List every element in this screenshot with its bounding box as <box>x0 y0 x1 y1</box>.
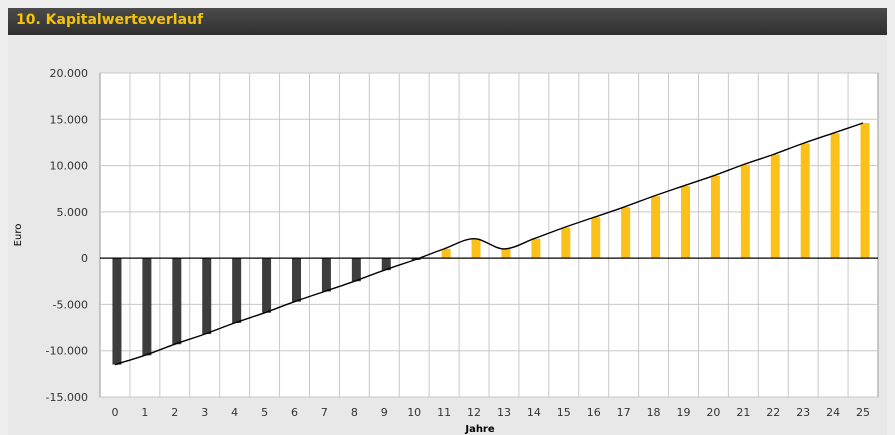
bar-year-9 <box>381 258 391 271</box>
x-tick-label: 19 <box>677 406 691 419</box>
bar-year-19 <box>681 185 690 259</box>
bar-year-12 <box>471 238 481 259</box>
y-tick-label: 10.000 <box>50 160 89 173</box>
bar-year-15 <box>561 227 571 259</box>
y-tick-label: 0 <box>81 252 88 265</box>
x-tick-label: 25 <box>856 406 870 419</box>
bar-year-7 <box>321 258 331 292</box>
bar-year-18 <box>651 196 661 259</box>
y-tick-labels: 20.000 15.000 10.000 5.000 0 -5.000 -10.000 -15… <box>46 67 88 404</box>
bar-year-21 <box>740 164 750 259</box>
x-tick-label: 1 <box>141 406 148 419</box>
bar-year-4 <box>232 258 242 323</box>
chart-panel: 20.000 15.000 10.000 5.000 0 -5.000 -10.000 -15… <box>8 35 887 435</box>
y-axis-label: Euro <box>13 224 24 247</box>
x-axis-label: Jahre <box>464 424 495 435</box>
x-tick-label: 7 <box>321 406 328 419</box>
bar-year-17 <box>621 207 631 259</box>
grid-lines <box>100 72 878 398</box>
y-tick-label: -5.000 <box>53 298 88 311</box>
x-tick-label: 23 <box>796 406 810 419</box>
bar-year-13 <box>501 248 511 259</box>
x-tick-label: 5 <box>261 406 268 419</box>
bar-year-6 <box>292 258 301 302</box>
bar-year-24 <box>830 133 840 259</box>
bar-year-5 <box>262 258 272 313</box>
bar-year-2 <box>172 258 182 345</box>
x-tick-label: 9 <box>381 406 388 419</box>
x-tick-label: 13 <box>497 406 511 419</box>
capital-value-chart: 20.000 15.000 10.000 5.000 0 -5.000 -10.000 -15… <box>13 67 879 435</box>
bar-year-1 <box>142 258 152 356</box>
x-tick-label: 2 <box>171 406 178 419</box>
x-tick-label: 17 <box>617 406 631 419</box>
bar-year-0 <box>112 258 122 365</box>
bar-year-3 <box>202 258 212 335</box>
x-tick-label: 0 <box>111 406 118 419</box>
section-header: 10. Kapitalwerteverlauf <box>8 8 887 35</box>
x-tick-label: 12 <box>467 406 481 419</box>
x-tick-label: 11 <box>437 406 451 419</box>
x-tick-label: 16 <box>587 406 601 419</box>
x-tick-label: 6 <box>291 406 298 419</box>
x-tick-label: 10 <box>407 406 421 419</box>
bar-year-11 <box>441 248 451 259</box>
bar-year-22 <box>770 154 780 259</box>
bars-group <box>100 122 878 365</box>
x-tick-label: 18 <box>647 406 661 419</box>
x-tick-label: 15 <box>557 406 571 419</box>
y-tick-label: 5.000 <box>57 206 89 219</box>
y-tick-label: -10.000 <box>46 345 88 358</box>
y-tick-label: 15.000 <box>50 113 89 126</box>
bar-year-16 <box>591 217 601 259</box>
x-tick-label: 3 <box>201 406 208 419</box>
x-tick-label: 24 <box>826 406 840 419</box>
bar-year-8 <box>351 258 361 282</box>
y-tick-label: 20.000 <box>50 67 89 80</box>
bar-year-25 <box>860 122 870 259</box>
capital-value-line <box>114 122 864 366</box>
bar-year-20 <box>710 175 720 259</box>
x-tick-label: 8 <box>351 406 358 419</box>
bar-year-14 <box>531 238 541 259</box>
x-tick-label: 22 <box>766 406 780 419</box>
x-tick-label: 20 <box>706 406 720 419</box>
x-tick-labels: 0 1 2 3 4 5 6 7 8 9 10 11 12 13 14 15 16 17 18 19 20 21 22 23 24… <box>111 406 870 419</box>
x-tick-label: 21 <box>736 406 750 419</box>
y-tick-label: -15.000 <box>46 391 88 404</box>
section-title: 10. Kapitalwerteverlauf <box>16 12 204 28</box>
bar-year-23 <box>800 143 810 259</box>
x-tick-label: 4 <box>231 406 238 419</box>
x-tick-label: 14 <box>527 406 541 419</box>
